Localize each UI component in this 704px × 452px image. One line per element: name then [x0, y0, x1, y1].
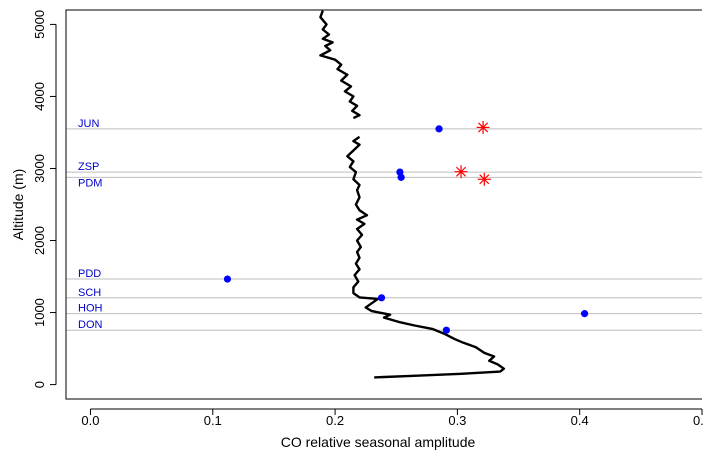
profile-line — [319, 10, 506, 379]
profile-line-series — [319, 10, 506, 379]
x-tick-label: 0.2 — [326, 413, 344, 428]
star-points — [454, 120, 491, 186]
y-tick-label: 4000 — [32, 82, 47, 111]
x-tick-label: 0.3 — [448, 413, 466, 428]
station-point — [223, 275, 232, 283]
site-label: DON — [78, 319, 103, 331]
station-point — [442, 326, 450, 334]
x-tick-label: 0.4 — [571, 413, 589, 428]
star-point — [454, 165, 468, 179]
x-tick-label: 0.1 — [204, 413, 222, 428]
x-axis-title: CO relative seasonal amplitude — [281, 434, 476, 450]
y-tick-label: 1000 — [32, 298, 47, 327]
site-labels: JUN ZSP PDM PDD SCH HOH DON — [78, 118, 103, 331]
site-label: SCH — [78, 287, 101, 299]
station-point — [435, 125, 443, 133]
station-point — [580, 310, 589, 318]
site-label: ZSP — [78, 161, 99, 173]
site-label: PDD — [78, 268, 101, 280]
station-points — [223, 125, 589, 334]
plot-frame — [65, 9, 702, 400]
station-point — [397, 173, 405, 181]
x-tick-label: 0.5 — [693, 413, 704, 428]
star-point — [477, 172, 491, 186]
y-tick-label: 3000 — [32, 154, 47, 183]
star-point — [476, 120, 490, 134]
site-label: JUN — [78, 118, 99, 130]
y-tick-label: 2000 — [32, 226, 47, 255]
x-tick-label: 0.0 — [81, 413, 99, 428]
y-axis-title: Altitude (m) — [10, 169, 26, 241]
axes: 0.0 0.1 0.2 0.3 0.4 0.5 0 1000 2000 3000 4000 5000 — [32, 9, 704, 428]
station-point — [377, 294, 386, 302]
y-tick-label: 0 — [32, 381, 47, 388]
site-label: PDM — [78, 177, 102, 189]
site-label: HOH — [78, 303, 103, 315]
y-tick-label: 5000 — [32, 10, 47, 39]
